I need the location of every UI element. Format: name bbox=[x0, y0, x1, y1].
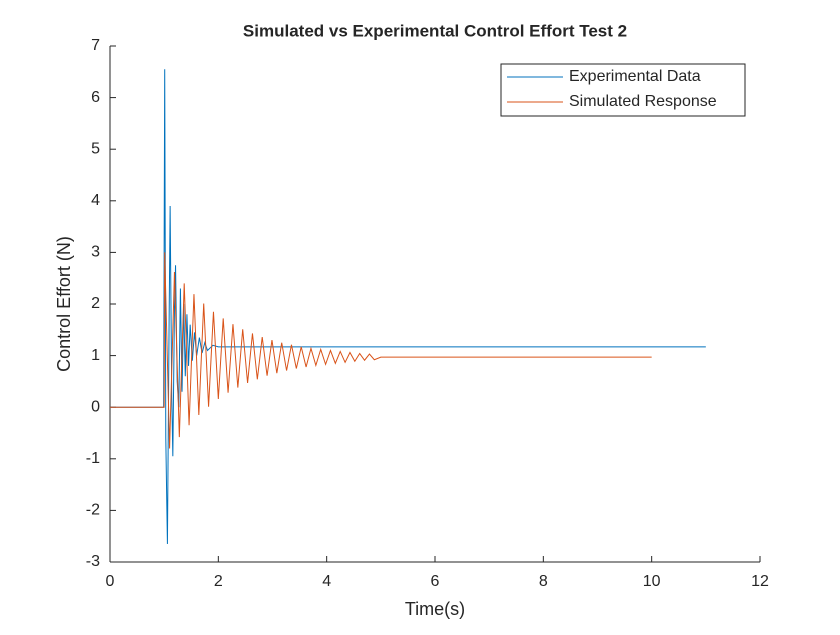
legend-box bbox=[500, 63, 746, 117]
x-tick-label: 0 bbox=[106, 573, 115, 590]
x-tick-label: 10 bbox=[643, 573, 661, 590]
x-tick-label: 2 bbox=[214, 573, 223, 590]
y-tick-label: 3 bbox=[91, 244, 100, 261]
y-tick-label: -3 bbox=[86, 553, 100, 570]
data-line bbox=[110, 252, 652, 449]
y-tick-label: 2 bbox=[91, 295, 100, 312]
legend-label: Experimental Data bbox=[569, 68, 701, 85]
x-tick-label: 8 bbox=[539, 573, 548, 590]
y-axis-label: Control Effort (N) bbox=[54, 236, 74, 372]
legend-label: Simulated Response bbox=[569, 93, 717, 110]
y-tick-label: 1 bbox=[91, 347, 100, 364]
y-tick-label: 4 bbox=[91, 192, 100, 209]
y-tick-label: -1 bbox=[86, 450, 100, 467]
x-tick-label: 4 bbox=[322, 573, 331, 590]
x-axis-label: Time(s) bbox=[405, 599, 465, 619]
y-tick-label: 5 bbox=[91, 140, 100, 157]
x-tick-label: 12 bbox=[751, 573, 769, 590]
y-tick-label: -2 bbox=[86, 502, 100, 519]
y-tick-label: 7 bbox=[91, 37, 100, 54]
y-tick-label: 6 bbox=[91, 89, 100, 106]
chart-title: Simulated vs Experimental Control Effort… bbox=[243, 21, 627, 40]
data-line bbox=[110, 69, 706, 544]
y-tick-label: 0 bbox=[91, 398, 100, 415]
x-tick-label: 6 bbox=[431, 573, 440, 590]
